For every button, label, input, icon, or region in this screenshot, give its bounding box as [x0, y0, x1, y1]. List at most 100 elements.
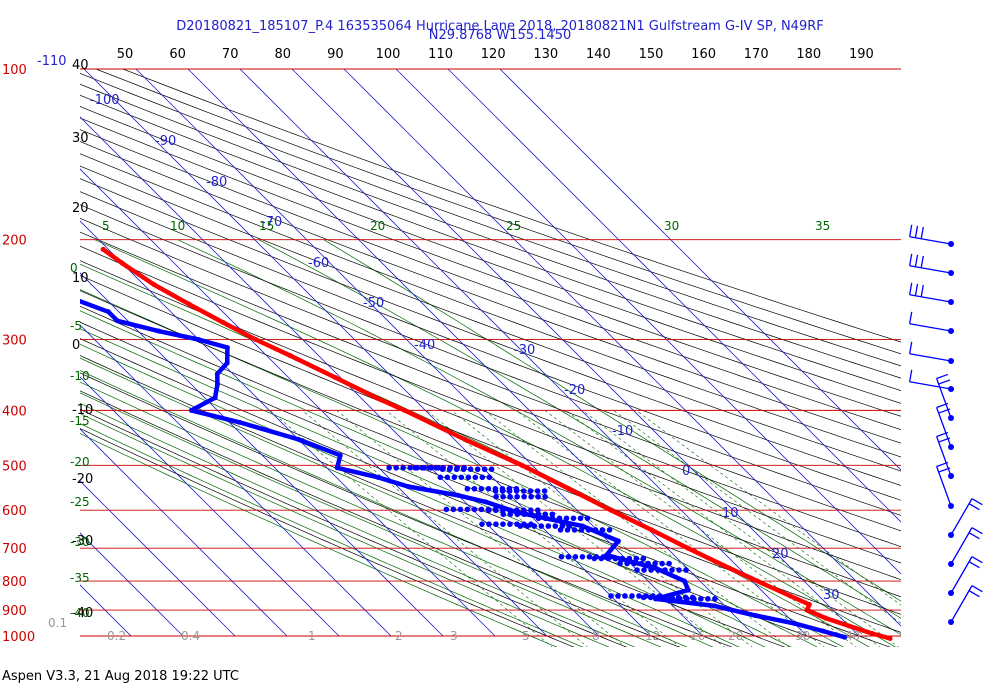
dewpoint-scatter-point — [705, 596, 711, 602]
mixing-ratio-label: 2 — [395, 629, 403, 643]
mixing-ratio-label: 12 — [645, 629, 660, 643]
dewpoint-scatter-point — [471, 506, 478, 513]
pressure-label: 300 — [2, 334, 27, 349]
left-temp-label: 10 — [72, 271, 89, 286]
isotherm-line — [80, 532, 184, 637]
dewpoint-scatter-point — [514, 507, 520, 514]
mixing-ratio-label: 16 — [690, 629, 705, 643]
isotherm-line — [447, 69, 901, 523]
chart-title-line-2: N29.8768 W155.1450 — [429, 28, 572, 43]
dewpoint-scatter-point — [488, 466, 495, 473]
dewpoint-scatter-point — [545, 523, 552, 529]
left-moist-label: -5 — [70, 319, 82, 333]
dewpoint-scatter-point — [677, 596, 683, 602]
dewpoint-scatter-point — [478, 506, 485, 513]
dewpoint-scatter-point — [492, 488, 499, 494]
dewpoint-scatter-point — [538, 523, 545, 529]
dewpoint-scatter-point — [542, 515, 549, 522]
wind-barb-tick — [908, 341, 913, 354]
dewpoint-scatter-point — [412, 464, 418, 471]
dewpoint-point — [214, 381, 220, 387]
dewpoint-scatter-point — [450, 506, 457, 513]
wind-barb-tick — [908, 369, 913, 382]
wind-barb-tick — [971, 527, 983, 535]
left-moist-label: -30 — [70, 535, 90, 549]
dewpoint-scatter-point — [629, 593, 635, 599]
dewpoint-point — [752, 612, 758, 618]
isotherm-line — [239, 69, 808, 637]
dry-adiabat-line — [80, 178, 901, 486]
left-moist-label: -10 — [70, 369, 90, 383]
dewpoint-scatter-point — [479, 474, 486, 481]
dewpoint-scatter-point — [520, 488, 527, 494]
left-moist-label: 0 — [70, 261, 78, 275]
moist-adiabat-line — [177, 239, 901, 636]
wind-barb-tick — [936, 402, 949, 409]
left-temp-label: -10 — [72, 403, 93, 418]
temperature-point — [806, 602, 812, 608]
dewpoint-scatter-point — [617, 560, 623, 567]
mixing-ratio-line — [426, 410, 725, 647]
temperature-point — [823, 615, 829, 621]
dewpoint-scatter-point — [400, 464, 406, 471]
wind-barb-staff — [909, 323, 952, 332]
top-moist-label: 15 — [259, 219, 274, 233]
temperature-point — [566, 486, 572, 492]
dewpoint-scatter-point — [647, 594, 654, 601]
isotherm-line — [135, 69, 704, 637]
dewpoint-point — [156, 328, 162, 334]
dewpoint-scatter-point — [591, 555, 598, 562]
isotherm-line — [80, 376, 340, 637]
dewpoint-scatter-point — [486, 474, 493, 481]
wind-barb-staff — [950, 556, 973, 594]
top-moist-label: 20 — [370, 219, 385, 233]
dewpoint-scatter-point — [464, 506, 471, 513]
dewpoint-scatter-point — [419, 464, 425, 471]
dry-adiabat-line — [80, 117, 901, 417]
moist-adiabat-line — [80, 381, 688, 647]
dewpoint-scatter-point — [521, 511, 528, 518]
dewpoint-scatter-point — [565, 554, 572, 560]
top-moist-label: 30 — [664, 219, 679, 233]
top-axis-label: 160 — [691, 47, 716, 62]
temperature-point — [119, 260, 125, 266]
top-axis-label: 170 — [744, 47, 769, 62]
dewpoint-scatter-point — [439, 466, 446, 473]
isotherm-label: -40 — [414, 338, 435, 353]
wind-barb-staff — [936, 466, 952, 507]
pressure-label: 900 — [2, 604, 27, 619]
dewpoint-scatter-point — [549, 515, 556, 522]
dewpoint-point — [405, 484, 411, 490]
temperature-profile — [100, 246, 893, 641]
dewpoint-scatter-point — [598, 555, 605, 562]
wind-barb-tick — [971, 556, 983, 564]
dewpoint-scatter-point — [557, 527, 564, 533]
isotherm-line — [187, 69, 756, 637]
dewpoint-scatter-point — [507, 493, 513, 500]
dewpoint-point — [375, 474, 381, 480]
temperature-point — [754, 578, 760, 584]
software-footer: Aspen V3.3, 21 Aug 2018 19:22 UTC — [2, 669, 239, 684]
dewpoint-scatter-point — [605, 555, 612, 562]
temperature-point — [462, 436, 468, 442]
top-axis-label: 190 — [849, 47, 874, 62]
dewpoint-scatter-point — [572, 554, 579, 560]
temperature-point — [804, 607, 810, 613]
dewpoint-scatter-point — [624, 560, 630, 567]
isotherm-line — [343, 69, 901, 627]
dewpoint-scatter-point — [599, 527, 606, 533]
wind-barb-staff — [909, 353, 952, 362]
dewpoint-scatter-point — [571, 527, 578, 533]
pressure-label: 1000 — [2, 630, 35, 645]
dry-adiabat-line — [80, 275, 901, 598]
dewpoint-line — [80, 298, 847, 640]
dewpoint-point — [712, 603, 718, 609]
top-axis-label: 80 — [275, 47, 292, 62]
mixing-ratio-line — [636, 410, 901, 606]
pressure-label: 200 — [2, 234, 27, 249]
dry-adiabat-line — [80, 390, 680, 647]
moist-adiabat-line — [80, 289, 844, 647]
pressure-label: 500 — [2, 459, 27, 474]
dewpoint-scatter-point — [437, 474, 444, 481]
temperature-point — [720, 562, 726, 568]
